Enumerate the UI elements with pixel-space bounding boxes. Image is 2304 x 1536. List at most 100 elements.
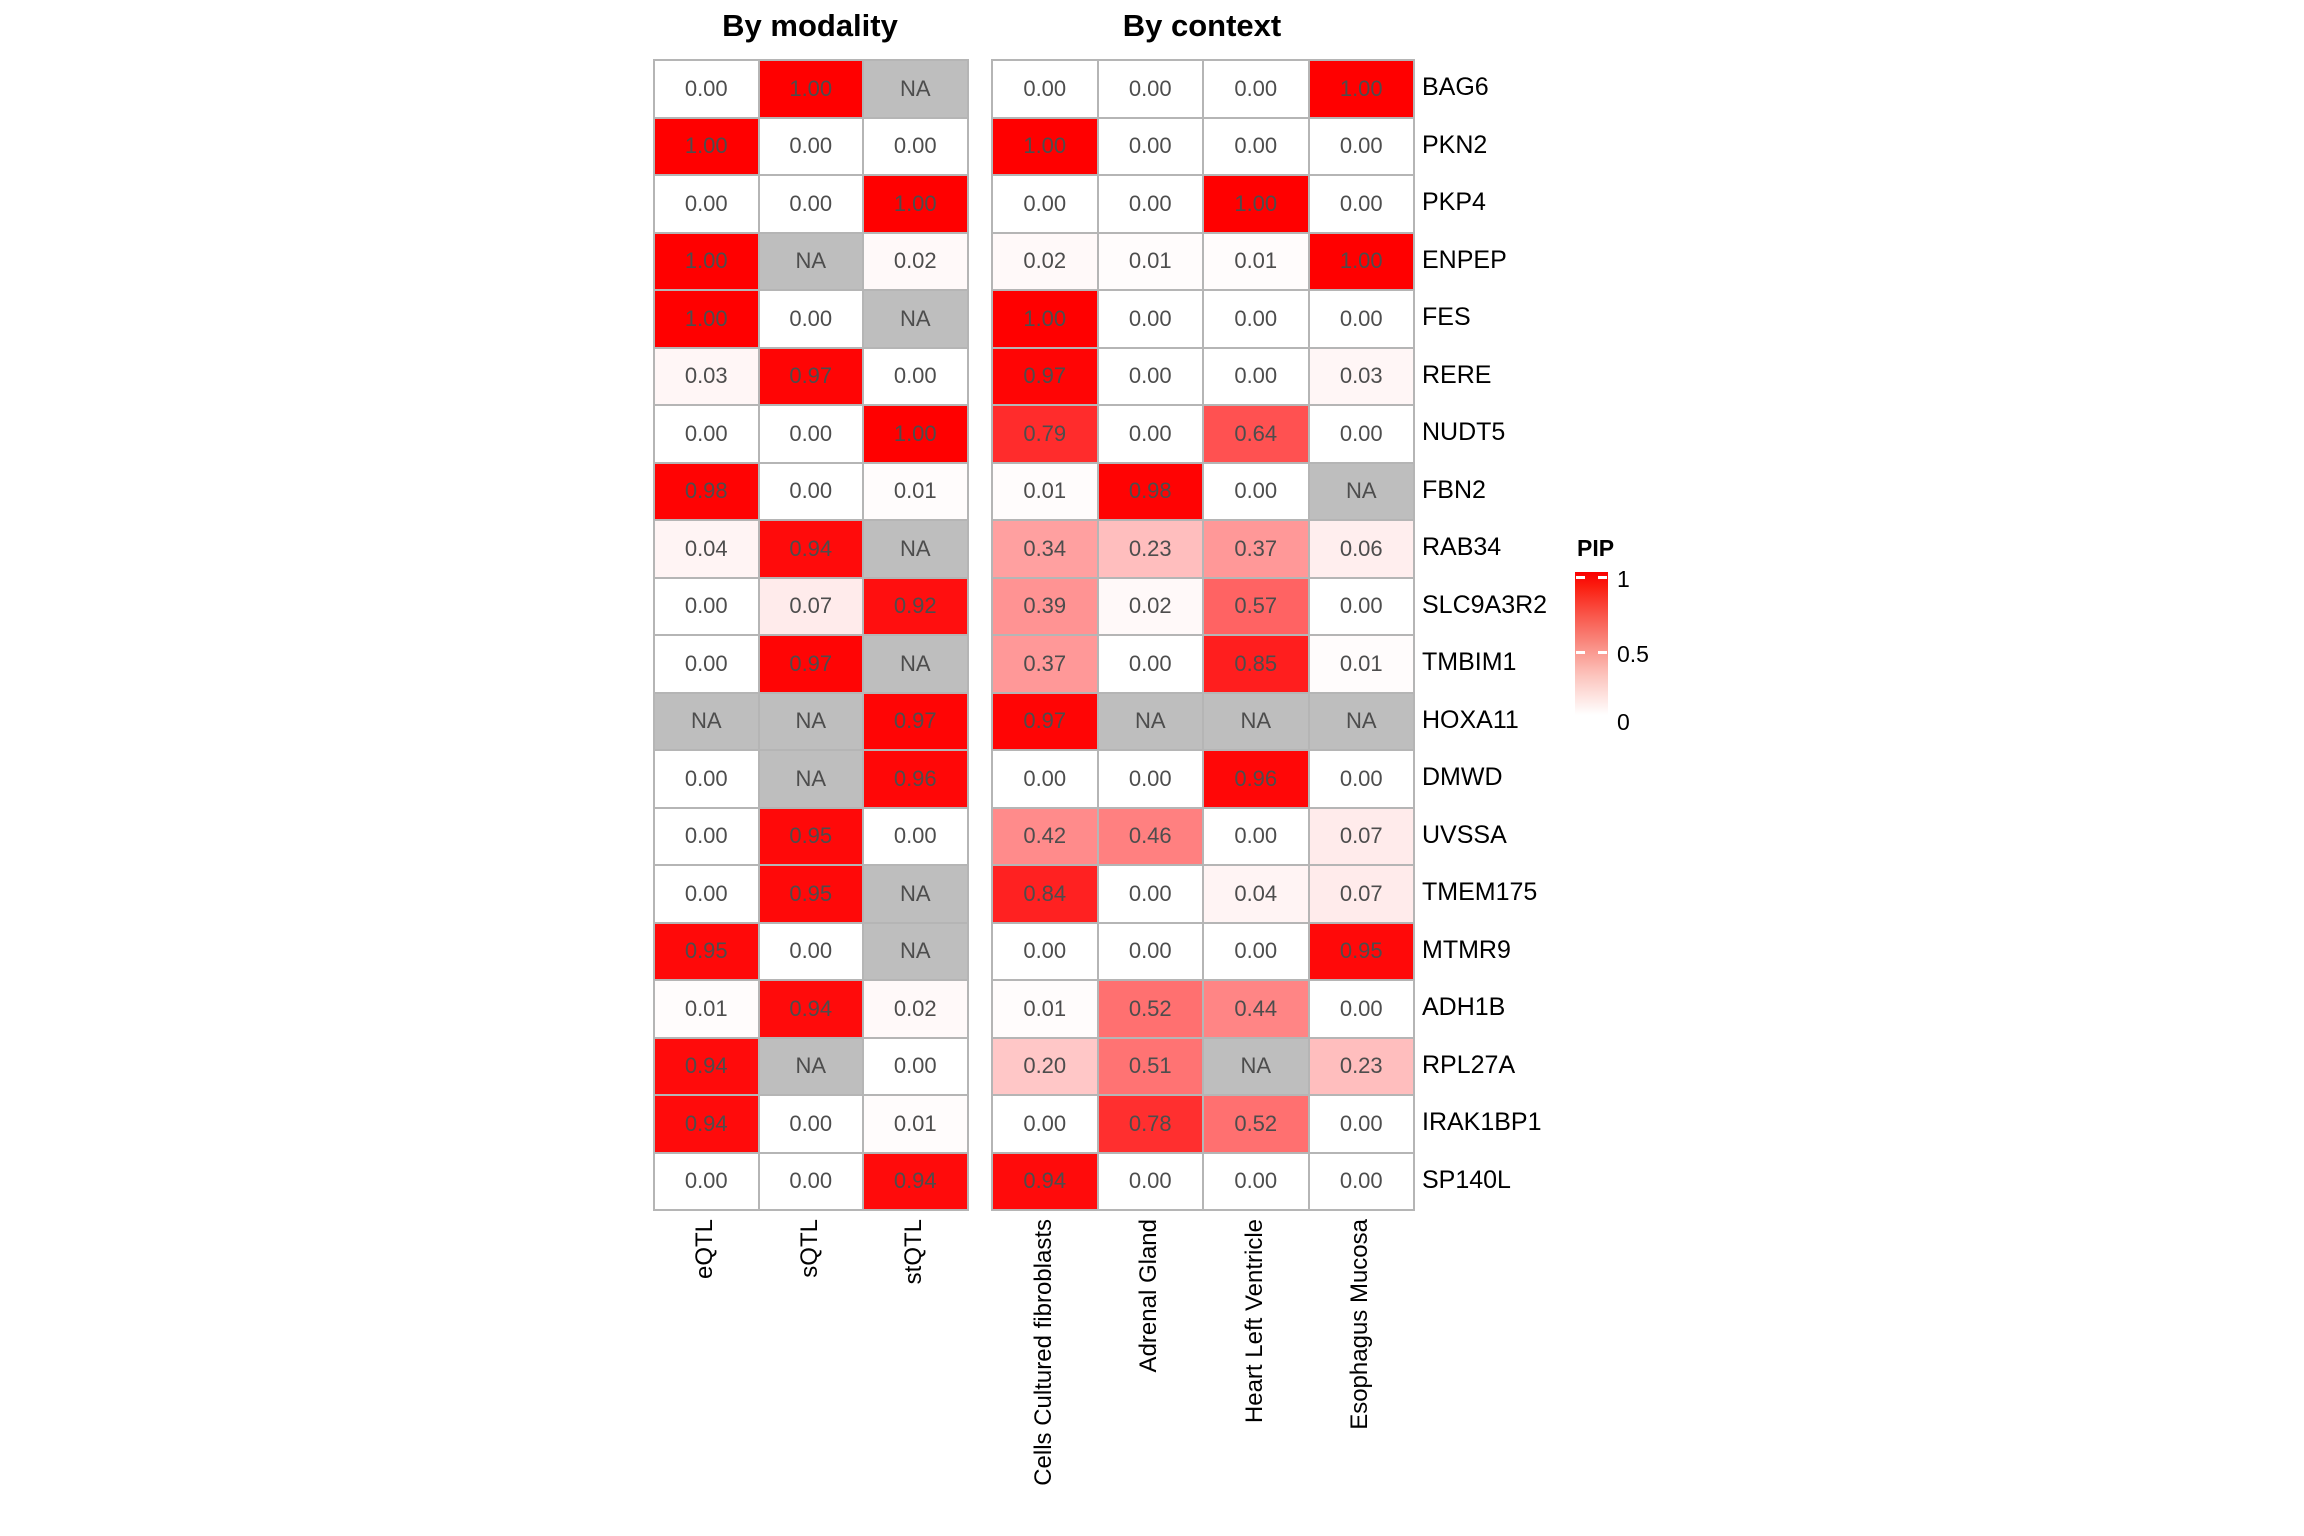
- gene-label-PKN2: PKN2: [1422, 130, 1488, 159]
- heatmap-cell-NUDT5-eQTL: 0.00: [655, 406, 760, 464]
- heatmap-cell-RERE-Heart Left Ventricle: 0.00: [1204, 348, 1310, 406]
- x-axis-label-Heart-Left-Ventricle: Heart Left Ventricle: [1240, 1219, 1268, 1424]
- heatmap-cell-SP140L-Esophagus Mucosa: 0.00: [1309, 1153, 1415, 1211]
- heatmap-cell-SP140L-Adrenal Gland: 0.00: [1098, 1153, 1204, 1211]
- heatmap-cell-NUDT5-sQTL: 0.00: [759, 406, 864, 464]
- heatmap-cell-BAG6-Heart Left Ventricle: 0.00: [1204, 61, 1310, 119]
- heatmap-cell-HOXA11-Esophagus Mucosa: NA: [1309, 693, 1415, 751]
- heatmap-cell-PKP4-Adrenal Gland: 0.00: [1098, 176, 1204, 234]
- heatmap-cell-RERE-Esophagus Mucosa: 0.03: [1309, 348, 1415, 406]
- heatmap-cell-TMEM175-Cells Cultured fibroblasts: 0.84: [993, 866, 1099, 924]
- heatmap-cell-FBN2-stQTL: 0.01: [864, 463, 969, 521]
- heatmap-cell-HOXA11-sQTL: NA: [759, 693, 864, 751]
- heatmap-cell-UVSSA-sQTL: 0.95: [759, 808, 864, 866]
- heatmap-cell-RPL27A-stQTL: 0.00: [864, 1038, 969, 1096]
- heatmap-cell-BAG6-eQTL: 0.00: [655, 61, 760, 119]
- gene-label-MTMR9: MTMR9: [1422, 935, 1511, 964]
- heatmap-cell-MTMR9-stQTL: NA: [864, 923, 969, 981]
- heatmap-cell-UVSSA-Esophagus Mucosa: 0.07: [1309, 808, 1415, 866]
- heatmap-cell-SP140L-Cells Cultured fibroblasts: 0.94: [993, 1153, 1099, 1211]
- heatmap-cell-MTMR9-sQTL: 0.00: [759, 923, 864, 981]
- heatmap-cell-RPL27A-Heart Left Ventricle: NA: [1204, 1038, 1310, 1096]
- gene-label-RAB34: RAB34: [1422, 533, 1502, 562]
- heatmap-cell-UVSSA-Cells Cultured fibroblasts: 0.42: [993, 808, 1099, 866]
- gene-label-ENPEP: ENPEP: [1422, 245, 1507, 274]
- heatmap-cell-NUDT5-Esophagus Mucosa: 0.00: [1309, 406, 1415, 464]
- heatmap-cell-DMWD-Esophagus Mucosa: 0.00: [1309, 751, 1415, 809]
- heatmap-cell-NUDT5-Cells Cultured fibroblasts: 0.79: [993, 406, 1099, 464]
- heatmap-cell-ENPEP-Esophagus Mucosa: 1.00: [1309, 233, 1415, 291]
- heatmap-cell-IRAK1BP1-Heart Left Ventricle: 0.52: [1204, 1096, 1310, 1154]
- heatmap-cell-TMEM175-stQTL: NA: [864, 866, 969, 924]
- heatmap-cell-RPL27A-sQTL: NA: [759, 1038, 864, 1096]
- gene-label-NUDT5: NUDT5: [1422, 418, 1506, 447]
- gene-label-SP140L: SP140L: [1422, 1165, 1511, 1194]
- heatmap-cell-PKN2-sQTL: 0.00: [759, 118, 864, 176]
- x-axis-label-eQTL: eQTL: [691, 1219, 719, 1280]
- heatmap-cell-PKN2-Heart Left Ventricle: 0.00: [1204, 118, 1310, 176]
- heatmap-cell-MTMR9-Adrenal Gland: 0.00: [1098, 923, 1204, 981]
- gene-label-TMBIM1: TMBIM1: [1422, 648, 1517, 677]
- legend-title: PIP: [1577, 535, 1615, 561]
- gene-label-BAG6: BAG6: [1422, 73, 1489, 102]
- heatmap-cell-HOXA11-stQTL: 0.97: [864, 693, 969, 751]
- legend-colorbar: [1575, 572, 1608, 715]
- heatmap-cell-TMEM175-sQTL: 0.95: [759, 866, 864, 924]
- heatmap-cell-SLC9A3R2-Esophagus Mucosa: 0.00: [1309, 578, 1415, 636]
- heatmap-cell-MTMR9-Esophagus Mucosa: 0.95: [1309, 923, 1415, 981]
- heatmap-cell-PKN2-Esophagus Mucosa: 0.00: [1309, 118, 1415, 176]
- heatmap-cell-DMWD-sQTL: NA: [759, 751, 864, 809]
- heatmap-cell-FES-sQTL: 0.00: [759, 291, 864, 349]
- heatmap-cell-RAB34-Heart Left Ventricle: 0.37: [1204, 521, 1310, 579]
- heatmap-cell-ADH1B-Heart Left Ventricle: 0.44: [1204, 981, 1310, 1039]
- heatmap-cell-TMBIM1-sQTL: 0.97: [759, 636, 864, 694]
- heatmap-cell-DMWD-Adrenal Gland: 0.00: [1098, 751, 1204, 809]
- heatmap-cell-RAB34-stQTL: NA: [864, 521, 969, 579]
- heatmap-cell-PKP4-Cells Cultured fibroblasts: 0.00: [993, 176, 1099, 234]
- heatmap-cell-RAB34-Cells Cultured fibroblasts: 0.34: [993, 521, 1099, 579]
- heatmap-cell-SLC9A3R2-Cells Cultured fibroblasts: 0.39: [993, 578, 1099, 636]
- heatmap-cell-RAB34-eQTL: 0.04: [655, 521, 760, 579]
- heatmap-cell-ADH1B-Esophagus Mucosa: 0.00: [1309, 981, 1415, 1039]
- heatmap-cell-PKP4-Esophagus Mucosa: 0.00: [1309, 176, 1415, 234]
- heatmap-cell-ENPEP-Cells Cultured fibroblasts: 0.02: [993, 233, 1099, 291]
- heatmap-cell-TMBIM1-Esophagus Mucosa: 0.01: [1309, 636, 1415, 694]
- heatmap-cell-PKN2-eQTL: 1.00: [655, 118, 760, 176]
- heatmap-cell-FES-Heart Left Ventricle: 0.00: [1204, 291, 1310, 349]
- heatmap-cell-DMWD-Cells Cultured fibroblasts: 0.00: [993, 751, 1099, 809]
- heatmap-cell-FBN2-Cells Cultured fibroblasts: 0.01: [993, 463, 1099, 521]
- heatmap-cell-FBN2-Heart Left Ventricle: 0.00: [1204, 463, 1310, 521]
- heatmap-cell-HOXA11-Heart Left Ventricle: NA: [1204, 693, 1310, 751]
- heatmap-cell-TMEM175-Adrenal Gland: 0.00: [1098, 866, 1204, 924]
- heatmap-cell-BAG6-sQTL: 1.00: [759, 61, 864, 119]
- heatmap-cell-IRAK1BP1-eQTL: 0.94: [655, 1096, 760, 1154]
- panel-title-by-modality: By modality: [722, 8, 898, 43]
- gene-label-FES: FES: [1422, 303, 1471, 332]
- heatmap-cell-FBN2-eQTL: 0.98: [655, 463, 760, 521]
- heatmap-cell-ENPEP-Adrenal Gland: 0.01: [1098, 233, 1204, 291]
- heatmap-cell-PKN2-Cells Cultured fibroblasts: 1.00: [993, 118, 1099, 176]
- heatmap-cell-SP140L-Heart Left Ventricle: 0.00: [1204, 1153, 1310, 1211]
- legend-tick-label-1: 1: [1617, 566, 1630, 592]
- heatmap-cell-MTMR9-Cells Cultured fibroblasts: 0.00: [993, 923, 1099, 981]
- heatmap-cell-RAB34-sQTL: 0.94: [759, 521, 864, 579]
- heatmap-cell-SLC9A3R2-eQTL: 0.00: [655, 578, 760, 636]
- x-axis-label-stQTL: stQTL: [900, 1219, 928, 1285]
- heatmap-by-context: 0.00 0.00 0.00 1.00 1.00 0.00 0.00 0.00 0.00 0.00…: [991, 59, 1415, 1211]
- heatmap-by-modality: 0.00 1.00 NA 1.00 0.00 0.00 0.00 0.00 1.00 1.00 NA…: [653, 59, 969, 1211]
- heatmap-cell-SLC9A3R2-stQTL: 0.92: [864, 578, 969, 636]
- heatmap-cell-TMEM175-Esophagus Mucosa: 0.07: [1309, 866, 1415, 924]
- heatmap-cell-ENPEP-sQTL: NA: [759, 233, 864, 291]
- heatmap-cell-IRAK1BP1-stQTL: 0.01: [864, 1096, 969, 1154]
- heatmap-cell-PKP4-eQTL: 0.00: [655, 176, 760, 234]
- x-axis-label-Esophagus-Mucosa: Esophagus Mucosa: [1346, 1219, 1374, 1430]
- heatmap-cell-FES-eQTL: 1.00: [655, 291, 760, 349]
- panel-title-by-context: By context: [1122, 8, 1282, 43]
- heatmap-cell-UVSSA-Heart Left Ventricle: 0.00: [1204, 808, 1310, 866]
- heatmap-cell-TMBIM1-eQTL: 0.00: [655, 636, 760, 694]
- heatmap-cell-TMEM175-eQTL: 0.00: [655, 866, 760, 924]
- heatmap-cell-FES-Cells Cultured fibroblasts: 1.00: [993, 291, 1099, 349]
- heatmap-cell-RPL27A-eQTL: 0.94: [655, 1038, 760, 1096]
- heatmap-cell-RAB34-Adrenal Gland: 0.23: [1098, 521, 1204, 579]
- heatmap-cell-RERE-sQTL: 0.97: [759, 348, 864, 406]
